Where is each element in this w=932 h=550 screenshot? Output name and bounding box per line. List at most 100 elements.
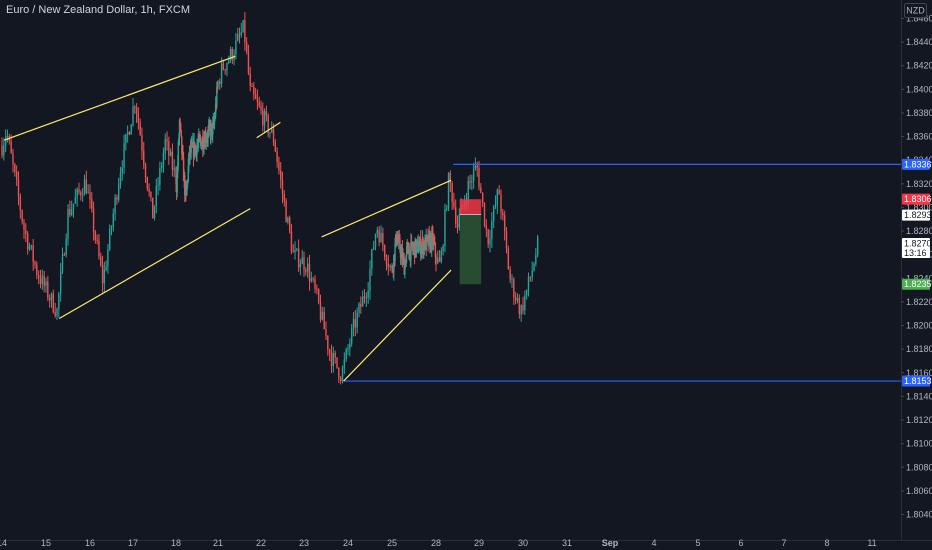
price-tick-label: 1.83600	[906, 132, 932, 142]
candle-body	[187, 166, 189, 182]
candle-body	[179, 120, 181, 124]
candle-body	[166, 139, 168, 142]
candle-body	[96, 239, 98, 242]
candle-body	[130, 124, 132, 135]
candle-body	[210, 124, 212, 138]
candle	[23, 218, 25, 239]
candle-body	[180, 129, 182, 137]
candle-body	[182, 157, 185, 181]
candle-body	[205, 140, 208, 143]
candle-body	[449, 172, 452, 184]
candle-body	[182, 151, 184, 158]
candle	[274, 139, 277, 153]
candle-body	[3, 145, 5, 156]
price-label-bg	[902, 375, 930, 387]
candle-body	[92, 208, 95, 233]
candle-body	[87, 192, 89, 194]
price-tick-label: 1.82200	[906, 297, 932, 307]
short-position-tool[interactable]	[459, 199, 482, 285]
candle	[446, 204, 448, 212]
candle	[107, 243, 109, 274]
candle	[222, 59, 225, 71]
candle-body	[398, 236, 401, 239]
candle-body	[494, 204, 497, 207]
candle-body	[396, 244, 398, 246]
candle-body	[407, 245, 410, 254]
candle	[292, 244, 294, 253]
candle	[338, 367, 340, 384]
candle	[96, 234, 98, 245]
candle	[32, 238, 34, 271]
candle-body	[496, 189, 499, 205]
candle-body	[507, 248, 510, 270]
candle-body	[391, 265, 393, 269]
candle	[260, 100, 262, 115]
candle-body	[500, 194, 502, 213]
candle-body	[380, 232, 382, 243]
candle-body	[148, 188, 150, 192]
candle-body	[186, 181, 189, 183]
candle	[435, 253, 437, 272]
candle-body	[533, 263, 535, 271]
candle-body	[487, 229, 489, 245]
candle	[238, 27, 241, 44]
candle	[451, 180, 453, 210]
candle-body	[19, 196, 22, 211]
candle	[74, 188, 77, 204]
candle-body	[438, 257, 441, 262]
candle-body	[238, 34, 241, 36]
price-tick-label: 1.83200	[906, 179, 932, 189]
candle	[489, 230, 491, 253]
candle	[119, 166, 122, 189]
candle-body	[179, 123, 182, 130]
candle-body	[393, 254, 395, 272]
price-label-bg	[902, 237, 930, 258]
candle	[103, 261, 106, 292]
candle-body	[56, 308, 58, 316]
candle-body	[281, 179, 284, 194]
candle-body	[50, 293, 53, 301]
candle	[524, 290, 526, 315]
candle	[251, 82, 253, 88]
candle	[332, 346, 335, 373]
candle-body	[467, 181, 469, 202]
candle-body	[360, 303, 362, 307]
candle-body	[175, 168, 177, 185]
candle-body	[418, 250, 420, 253]
candle-body	[305, 269, 307, 272]
candle-body	[32, 245, 34, 262]
candle-body	[59, 271, 62, 294]
price-tick-label: 1.84600	[906, 14, 932, 24]
candle	[146, 176, 149, 192]
candle-body	[327, 335, 329, 350]
candle-body	[425, 235, 427, 251]
candle	[276, 147, 278, 168]
candle-body	[476, 165, 478, 168]
candle-body	[308, 263, 311, 282]
candle	[356, 307, 358, 334]
candle	[389, 264, 391, 272]
candle-body	[492, 206, 495, 222]
candle	[36, 261, 38, 280]
price-label-countdown: 13:16	[904, 248, 927, 258]
candle	[343, 352, 346, 375]
candle	[39, 269, 42, 289]
candle-body	[188, 152, 190, 167]
candle	[240, 22, 242, 38]
candle-body	[416, 241, 418, 245]
candle	[456, 215, 459, 234]
candle	[50, 292, 53, 308]
candle-body	[274, 141, 277, 152]
candle	[296, 248, 298, 252]
candle	[290, 223, 293, 255]
candle	[405, 254, 407, 267]
candle-body	[299, 264, 302, 268]
time-axis[interactable]: 14 15 16 17 18 21 22 23 24 25 28 29 30 31 Sep 4 5 6 7 8 11	[0, 538, 877, 548]
time-tick-label: 28	[431, 538, 441, 548]
time-tick-label: 11	[867, 538, 876, 548]
currency-button[interactable]: NZD	[904, 3, 927, 18]
candle-body	[417, 240, 419, 253]
candle-body	[427, 233, 430, 246]
